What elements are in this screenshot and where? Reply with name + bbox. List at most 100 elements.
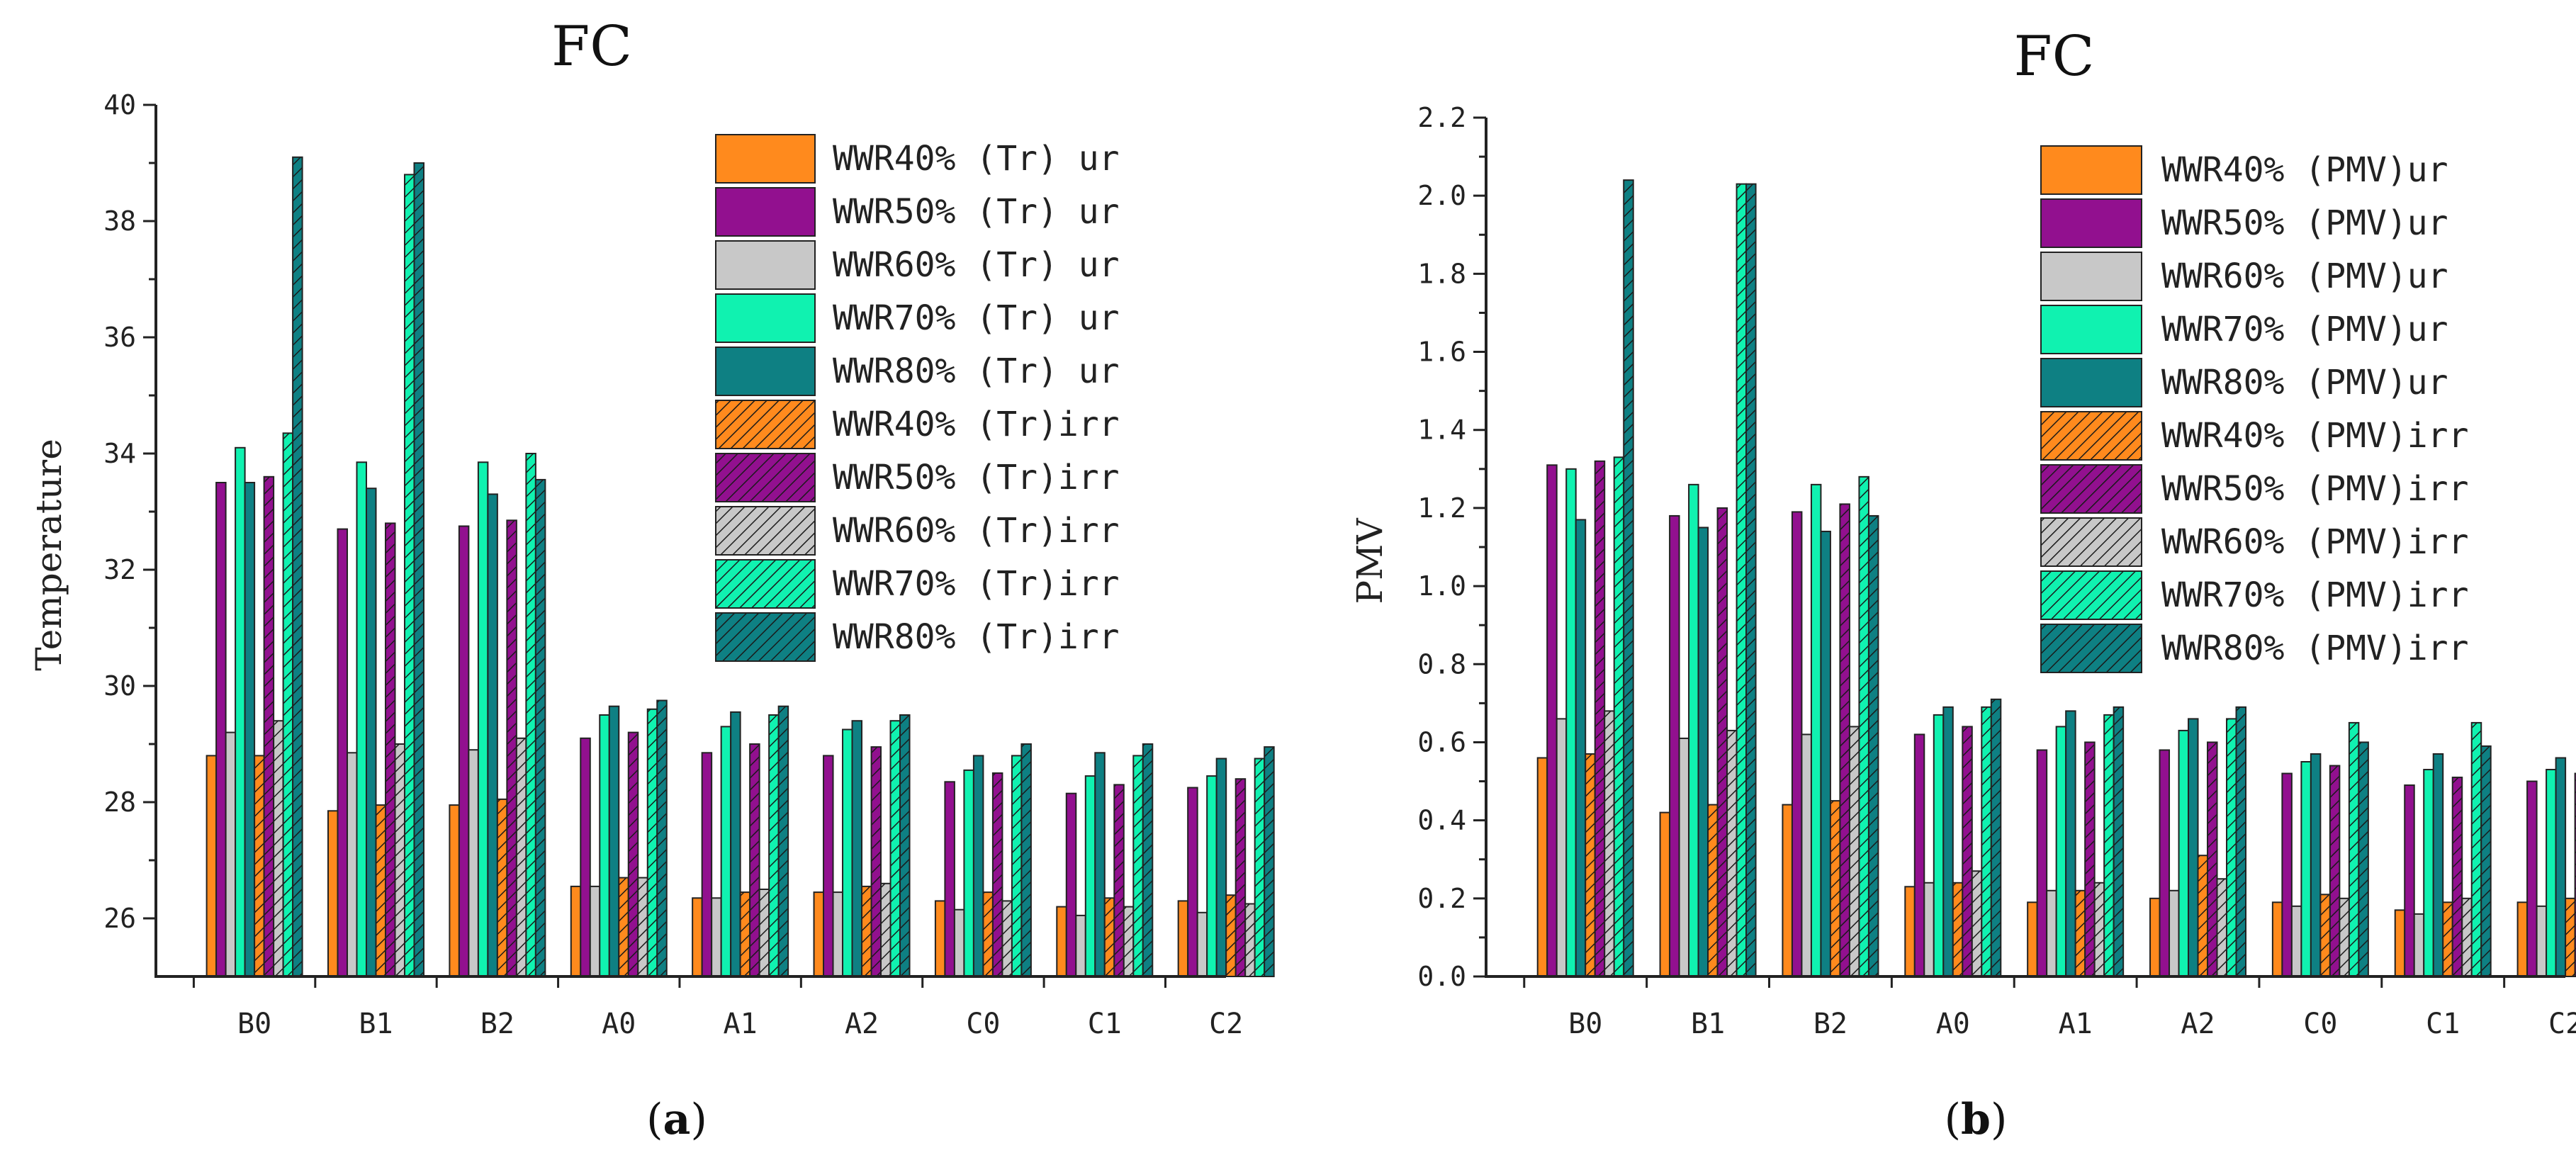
bar-b-A2-series-4 [2188,718,2199,978]
bar-b-B2-series-7 [1848,726,1860,978]
x-tick-label-a-B1: B1 [359,1008,393,1040]
bar-a-B2-series-6 [506,519,517,977]
legend-swatch-b-2 [2040,252,2142,301]
bar-b-C1-series-8 [2470,721,2482,978]
bar-b-A0-series-2 [1923,882,1935,978]
bar-b-B1-series-8 [1736,183,1748,977]
bar-a-A2-series-1 [823,755,834,978]
y-tick-label-b-9: 1.8 [1417,258,1466,289]
bar-b-A2-series-3 [2178,729,2190,977]
legend-label-b-4: WWR80% (PMV)ur [2161,363,2448,402]
chart-title-a: FC [551,15,632,79]
bar-a-C2-series-3 [1206,775,1217,977]
bar-a-B2-series-9 [534,478,546,977]
bar-b-A1-series-9 [2113,706,2125,977]
bar-a-B1-series-5 [375,804,386,977]
legend-swatch-a-4 [715,347,816,396]
bar-b-A0-series-6 [1962,726,1973,978]
bar-a-C1-series-4 [1094,752,1106,978]
y-tick-label-a-3: 32 [103,554,136,585]
bar-b-B1-series-3 [1688,483,1699,977]
y-tick-label-a-7: 40 [103,89,136,120]
bar-a-C0-series-2 [953,908,965,977]
bar-a-C0-series-5 [982,891,994,977]
bar-b-C1-series-0 [2394,909,2406,978]
bar-b-A1-series-6 [2084,741,2096,978]
chart-panel-b: FC B0 B1 B2 A0 A1 A2 C0 C1 C2 0.0 0.2 0.4 0.6 0.8 1.0 1.… [1349,25,2576,1144]
y-tick-label-b-2: 0.4 [1417,805,1466,836]
bar-a-C2-series-8 [1254,758,1266,977]
bar-a-A1-series-6 [749,743,760,977]
y-tick-label-a-6: 38 [103,205,136,237]
bar-b-B1-series-2 [1678,737,1690,977]
bar-b-A0-series-4 [1942,706,1954,977]
panel-label-a: (a) [646,1095,707,1144]
bar-a-B0-series-9 [292,156,303,977]
bar-a-A2-series-4 [851,720,863,977]
bar-a-C2-series-5 [1225,894,1237,977]
legend-label-b-6: WWR50% (PMV)irr [2161,469,2468,509]
legend-label-a-8: WWR70% (Tr)irr [833,564,1120,604]
legend-swatch-a-3 [715,293,816,343]
bar-a-A2-series-3 [842,728,853,977]
bar-b-B1-series-9 [1745,183,1757,977]
bar-a-A0-series-0 [570,885,582,978]
x-tick-label-a-C2: C2 [1209,1008,1243,1040]
y-tick-label-b-11: 2.2 [1417,102,1466,133]
chart-title-b: FC [2014,25,2095,89]
bar-a-C0-series-9 [1020,743,1032,977]
bar-a-A1-series-0 [692,897,703,978]
bar-b-C1-series-4 [2432,753,2444,977]
bar-b-A1-series-2 [2046,889,2057,978]
legend-swatch-b-5 [2040,411,2142,461]
bar-b-B0-series-5 [1585,753,1596,977]
bar-a-A1-series-5 [739,891,751,977]
bar-a-B0-series-7 [273,720,284,977]
bar-b-C2-series-2 [2536,905,2548,977]
legend-label-a-2: WWR60% (Tr) ur [833,245,1120,285]
x-tick-label-b-A1: A1 [2059,1008,2093,1040]
bar-a-A0-series-9 [656,699,668,977]
bar-b-A0-series-9 [1990,698,2002,977]
bar-a-A2-series-2 [832,891,844,977]
bar-a-B1-series-1 [337,528,348,977]
bar-b-C0-series-2 [2290,905,2302,977]
legend-label-a-9: WWR80% (Tr)irr [833,617,1120,657]
legend-swatch-b-0 [2040,145,2142,195]
bar-b-B2-series-9 [1867,514,1879,977]
legend-swatch-b-4 [2040,358,2142,407]
bar-a-A2-series-8 [889,720,901,977]
bar-a-A0-series-7 [637,877,648,977]
bar-a-C1-series-5 [1103,897,1115,978]
bar-b-C0-series-8 [2348,721,2360,978]
bar-b-A0-series-5 [1952,882,1964,978]
bar-b-C0-series-7 [2339,897,2350,978]
legend-swatch-b-3 [2040,305,2142,354]
y-tick-label-b-3: 0.6 [1417,726,1466,758]
bar-b-A2-series-9 [2235,706,2247,977]
legend-label-b-2: WWR60% (PMV)ur [2161,257,2448,296]
bar-a-A1-series-9 [777,705,789,977]
bar-a-A0-series-2 [589,885,601,978]
legend-label-b-7: WWR60% (PMV)irr [2161,522,2468,562]
bar-b-B0-series-8 [1613,456,1625,977]
bar-b-A0-series-1 [1913,733,1925,978]
bar-a-B1-series-4 [365,488,377,977]
bar-b-B1-series-1 [1669,514,1680,977]
bar-b-B2-series-1 [1791,511,1803,977]
x-tick-label-b-A0: A0 [1936,1008,1970,1040]
bar-a-B0-series-6 [263,475,275,977]
bar-b-C0-series-4 [2310,753,2322,977]
y-tick-label-a-4: 34 [103,438,136,469]
bar-a-B1-series-2 [346,752,358,978]
bar-a-C1-series-6 [1113,784,1125,978]
legend-swatch-a-0 [715,134,816,184]
bar-a-B1-series-6 [384,522,396,977]
bar-a-B2-series-1 [458,525,470,977]
bar-a-C0-series-0 [934,900,946,978]
bar-a-B2-series-8 [525,453,536,977]
bar-b-B0-series-6 [1594,460,1606,977]
y-axis-title-b: PMV [1349,518,1390,604]
x-tick-label-a-A0: A0 [602,1008,636,1040]
bar-a-C0-series-4 [972,755,984,978]
